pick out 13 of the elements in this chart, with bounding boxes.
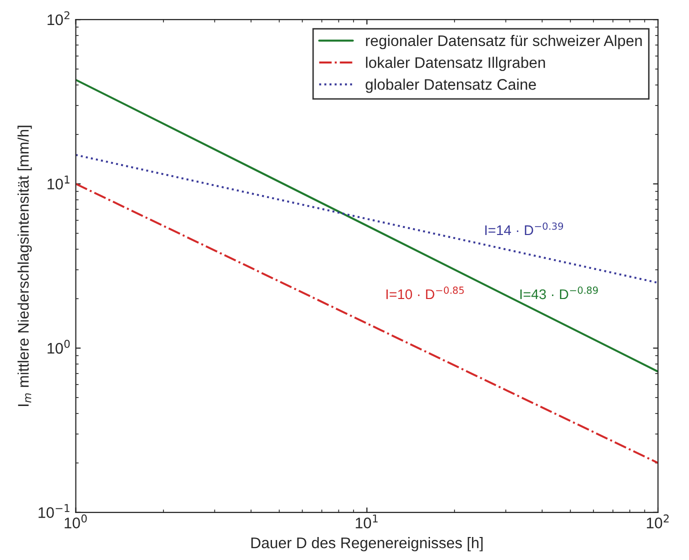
legend-label: lokaler Datensatz Illgraben [366, 56, 545, 71]
legend-label: regionaler Datensatz für schweizer Alpen [366, 34, 642, 50]
annotation: I=43 · D$^{−0.89}$ [520, 286, 598, 300]
y-axis-title: I$_{m}$ mittlere Niederschlagsintensität [mm/h] [18, 126, 32, 406]
x-tick-label: 10$^{1}$ [356, 514, 378, 528]
y-tick-label: 10$^{0}$ [48, 340, 70, 354]
y-tick-label: 10$^{1}$ [48, 176, 70, 190]
legend-label: globaler Datensatz Caine [366, 78, 536, 93]
annotation: I=14 · D$^{−0.39}$ [485, 222, 564, 235]
y-tick-label: 10$^{2}$ [48, 11, 70, 26]
x-axis-title: Dauer D des Regenereignisses [h] [251, 537, 483, 552]
x-tick-label: 10$^{2}$ [646, 514, 669, 528]
annotation: I=10 · D$^{−0.85}$ [386, 286, 464, 300]
